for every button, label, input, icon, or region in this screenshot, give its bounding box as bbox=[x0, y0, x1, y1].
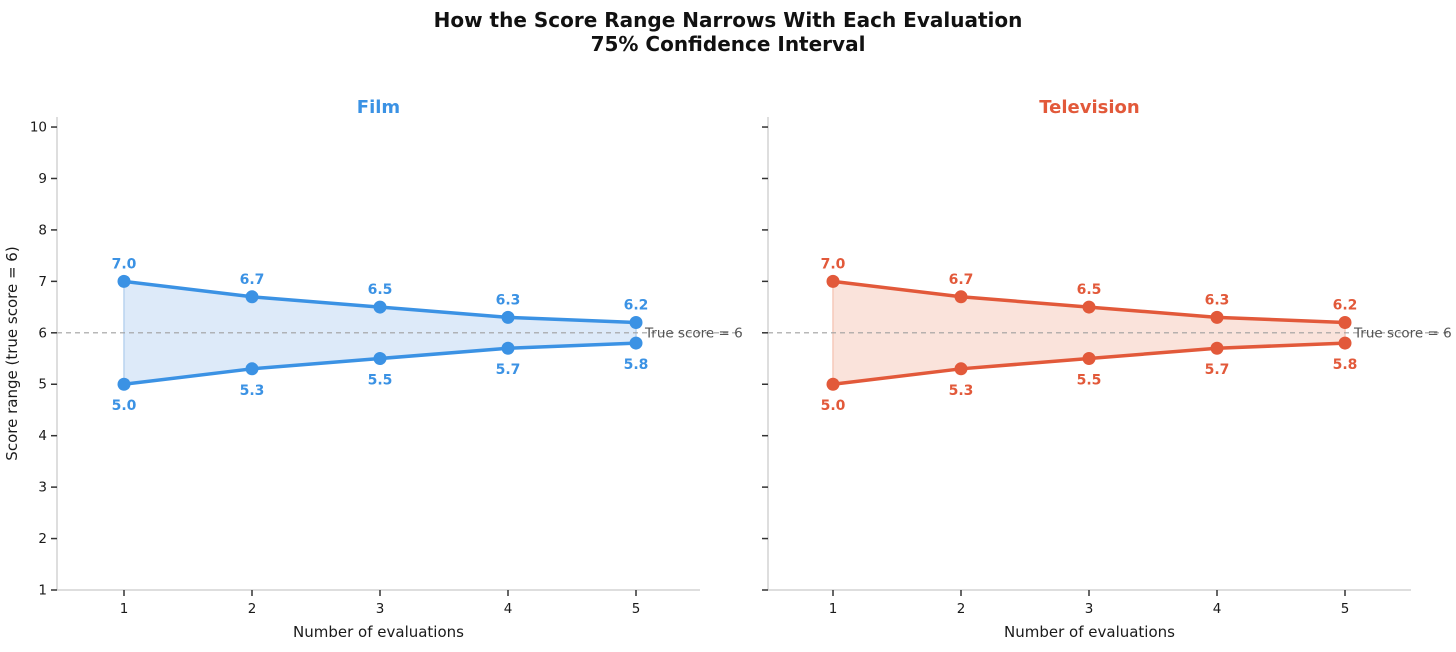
television-lower-marker bbox=[954, 362, 968, 376]
television-upper-value-label: 6.5 bbox=[1077, 282, 1102, 298]
television-x-tick-label: 5 bbox=[1341, 601, 1350, 617]
film-x-tick-label: 1 bbox=[120, 601, 129, 617]
film-lower-value-label: 5.0 bbox=[112, 398, 137, 414]
film-y-tick-label: 7 bbox=[38, 274, 47, 290]
figure-title: How the Score Range Narrows With Each Ev… bbox=[0, 8, 1456, 56]
film-x-tick-label: 2 bbox=[248, 601, 257, 617]
film-upper-value-label: 6.5 bbox=[368, 282, 393, 298]
television-upper-marker bbox=[1082, 300, 1096, 314]
film-subplot-title: Film bbox=[357, 97, 400, 118]
film-upper-marker bbox=[629, 316, 643, 330]
television-lower-value-label: 5.0 bbox=[821, 398, 846, 414]
television-upper-value-label: 6.2 bbox=[1333, 298, 1358, 314]
film-y-tick-label: 6 bbox=[38, 325, 47, 341]
television-upper-marker bbox=[1338, 316, 1352, 330]
figure-title-line2: 75% Confidence Interval bbox=[590, 32, 866, 56]
film-lower-marker bbox=[373, 352, 387, 366]
film-y-tick-label: 5 bbox=[38, 377, 47, 393]
television-upper-marker bbox=[1210, 310, 1224, 324]
television-panel: 7.0 6.7 6.5 6.3 6.2 5.0 5.3 5.5 5.7 5.8 True score… bbox=[762, 97, 1452, 641]
film-lower-value-label: 5.5 bbox=[368, 373, 393, 389]
film-upper-value-label: 7.0 bbox=[112, 256, 137, 272]
film-y-axis-label: Score range (true score = 6) bbox=[3, 246, 21, 460]
television-x-tick-label: 2 bbox=[957, 601, 966, 617]
film-lower-value-label: 5.8 bbox=[624, 357, 649, 373]
film-x-tick-label: 4 bbox=[504, 601, 513, 617]
film-y-tick-label: 1 bbox=[38, 583, 47, 599]
television-x-tick-label: 1 bbox=[829, 601, 838, 617]
television-x-axis-label: Number of evaluations bbox=[1004, 623, 1175, 641]
film-lower-marker bbox=[629, 336, 643, 350]
film-y-tick-label: 10 bbox=[30, 120, 47, 136]
film-y-tick-label: 4 bbox=[38, 428, 47, 444]
film-upper-value-label: 6.2 bbox=[624, 298, 649, 314]
film-y-tick-label: 2 bbox=[38, 531, 47, 547]
film-true-score-label: True score = 6 bbox=[644, 325, 743, 341]
television-upper-value-label: 6.7 bbox=[949, 272, 974, 288]
film-x-tick-label: 5 bbox=[632, 601, 641, 617]
film-upper-value-label: 6.3 bbox=[496, 292, 521, 308]
television-lower-marker bbox=[1338, 336, 1352, 350]
television-x-tick-label: 4 bbox=[1213, 601, 1222, 617]
television-upper-value-label: 6.3 bbox=[1205, 292, 1230, 308]
television-lower-value-label: 5.5 bbox=[1077, 373, 1102, 389]
television-true-score-label: True score = 6 bbox=[1353, 325, 1452, 341]
film-lower-marker bbox=[245, 362, 259, 376]
film-x-tick-label: 3 bbox=[376, 601, 385, 617]
film-upper-marker bbox=[501, 310, 515, 324]
figure-title-line1: How the Score Range Narrows With Each Ev… bbox=[433, 8, 1023, 32]
television-upper-value-label: 7.0 bbox=[821, 256, 846, 272]
film-lower-value-label: 5.3 bbox=[240, 383, 265, 399]
film-y-tick-label: 9 bbox=[38, 171, 47, 187]
television-x-tick-label: 3 bbox=[1085, 601, 1094, 617]
television-upper-marker bbox=[954, 290, 968, 304]
film-upper-marker bbox=[245, 290, 259, 304]
television-lower-marker bbox=[1082, 352, 1096, 366]
film-y-tick-label: 3 bbox=[38, 480, 47, 496]
television-upper-marker bbox=[826, 274, 840, 288]
film-lower-marker bbox=[501, 341, 515, 355]
film-upper-marker bbox=[373, 300, 387, 314]
film-lower-marker bbox=[117, 377, 131, 391]
film-panel: 7.0 6.7 6.5 6.3 6.2 5.0 5.3 5.5 5.7 5.8 True score… bbox=[3, 97, 743, 641]
film-y-tick-label: 8 bbox=[38, 222, 47, 238]
television-lower-value-label: 5.8 bbox=[1333, 357, 1358, 373]
film-upper-marker bbox=[117, 274, 131, 288]
film-x-axis-label: Number of evaluations bbox=[293, 623, 464, 641]
television-lower-value-label: 5.7 bbox=[1205, 362, 1230, 378]
television-lower-value-label: 5.3 bbox=[949, 383, 974, 399]
television-subplot-title: Television bbox=[1039, 97, 1139, 118]
television-lower-marker bbox=[1210, 341, 1224, 355]
film-upper-value-label: 6.7 bbox=[240, 272, 265, 288]
television-lower-marker bbox=[826, 377, 840, 391]
film-lower-value-label: 5.7 bbox=[496, 362, 521, 378]
